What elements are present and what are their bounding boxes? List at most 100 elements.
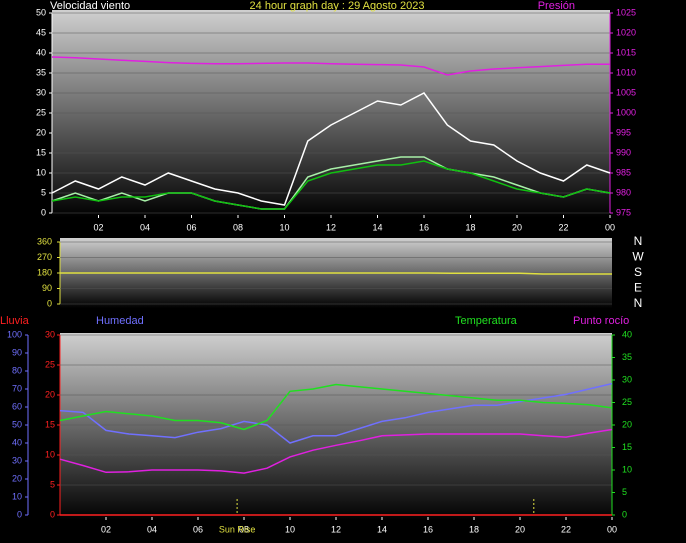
y-tick-label: 20 [45,389,55,399]
y3-tick-label: 30 [12,455,22,465]
y3-tick-label: 50 [12,419,22,429]
y-tick-label: 40 [36,47,46,57]
x-tick-label: 04 [140,222,150,232]
x-tick-label: 02 [93,222,103,232]
legend-entry: Temperatura [455,315,518,327]
y2-tick-label: 975 [616,207,631,217]
x-tick-label: 18 [465,222,475,232]
y-tick-label: 0 [47,298,52,308]
series-line [60,272,612,275]
y2-tick-label: N [634,234,643,248]
legend-entry: Humedad [96,315,144,327]
y2-tick-label: 10 [622,464,632,474]
y2-tick-label: 5 [622,487,627,497]
y2-tick-label: 35 [622,352,632,362]
y-tick-label: 90 [42,283,52,293]
y-tick-label: 5 [41,187,46,197]
y-tick-label: 25 [45,359,55,369]
x-tick-label: 08 [233,222,243,232]
series-line [59,428,613,474]
y3-tick-label: 0 [17,509,22,519]
legend-entry: Punto rocío [573,315,629,327]
y3-tick-label: 10 [12,491,22,501]
y-tick-label: 20 [36,127,46,137]
y-tick-label: 180 [37,267,52,277]
x-tick-label: 20 [515,524,525,534]
y2-tick-label: 15 [622,442,632,452]
y2-tick-label: 25 [622,397,632,407]
x-tick-label: 20 [512,222,522,232]
y-tick-label: 360 [37,236,52,246]
x-tick-label: 00 [607,524,617,534]
y2-tick-label: 20 [622,419,632,429]
y2-tick-label: 1020 [616,27,636,37]
x-tick-label: 00 [605,222,615,232]
x-tick-label: 02 [101,524,111,534]
chart-subtitle: 24 hour graph day : 29 Agosto 2023 [250,0,425,12]
x-tick-label: 16 [423,524,433,534]
y-tick-label: 15 [45,419,55,429]
y2-label: Presión [538,0,575,12]
y2-tick-label: 30 [622,374,632,384]
y-tick-label: 270 [37,252,52,262]
x-tick-label: 14 [377,524,387,534]
y2-tick-label: 1010 [616,67,636,77]
marker-label: Sun Rise [219,524,256,534]
y2-tick-label: 1005 [616,87,636,97]
series-line [59,382,613,444]
chart-title: Velocidad viento [50,0,130,12]
y3-tick-label: 60 [12,401,22,411]
y2-tick-label: 990 [616,147,631,157]
plot-area [52,10,610,218]
x-tick-label: 16 [419,222,429,232]
x-tick-label: 18 [469,524,479,534]
series-line [59,383,613,431]
y3-tick-label: 80 [12,365,22,375]
y3-tick-label: 20 [12,473,22,483]
y-tick-label: 35 [36,67,46,77]
x-tick-label: 10 [285,524,295,534]
x-tick-label: 04 [147,524,157,534]
series-line [51,56,610,76]
x-tick-label: 22 [558,222,568,232]
y2-tick-label: 985 [616,167,631,177]
y-tick-label: 0 [41,207,46,217]
y-tick-label: 10 [36,167,46,177]
x-tick-label: 06 [186,222,196,232]
x-tick-label: 08 [239,524,249,534]
series-line [51,160,611,210]
y3-tick-label: 70 [12,383,22,393]
legend-entry: Lluvia [0,315,30,327]
x-tick-label: 14 [372,222,382,232]
y2-tick-label: S [634,265,642,279]
y-tick-label: 0 [50,509,55,519]
x-tick-label: 06 [193,524,203,534]
x-tick-label: 12 [331,524,341,534]
y-tick-label: 15 [36,147,46,157]
y3-tick-label: 100 [7,329,22,339]
y2-tick-label: 0 [622,509,627,519]
x-tick-label: 22 [561,524,571,534]
y2-tick-label: E [634,281,642,295]
y-tick-label: 5 [50,479,55,489]
y-tick-label: 30 [45,329,55,339]
y2-tick-label: 1025 [616,7,636,17]
plot-area [60,333,612,520]
y-tick-label: 25 [36,107,46,117]
y-tick-label: 45 [36,27,46,37]
x-tick-label: 10 [279,222,289,232]
y2-tick-label: 1015 [616,47,636,57]
y-tick-label: 50 [36,7,46,17]
y2-tick-label: 40 [622,329,632,339]
y3-tick-label: 40 [12,437,22,447]
y3-tick-label: 90 [12,347,22,357]
y2-tick-label: W [632,250,644,264]
y-tick-label: 10 [45,449,55,459]
y2-tick-label: 995 [616,127,631,137]
y2-tick-label: N [634,296,643,310]
y2-tick-label: 980 [616,187,631,197]
x-tick-label: 12 [326,222,336,232]
y-tick-label: 30 [36,87,46,97]
y2-tick-label: 1000 [616,107,636,117]
